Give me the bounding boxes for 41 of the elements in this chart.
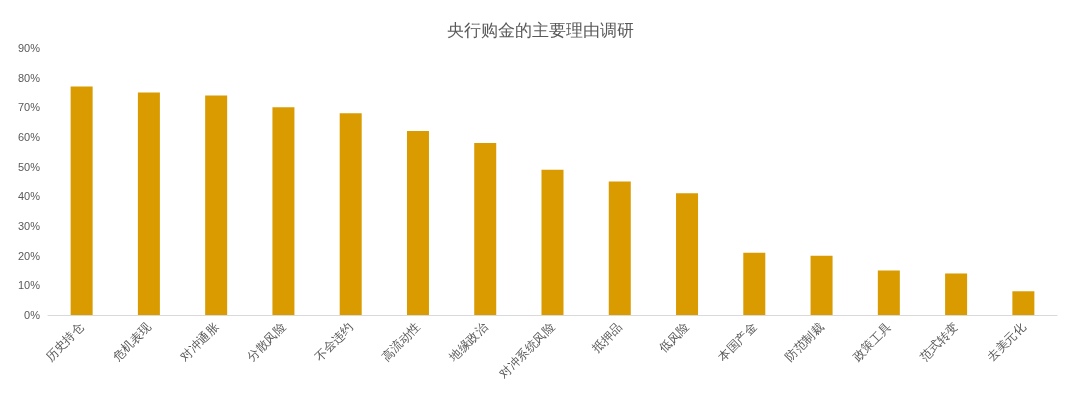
y-tick-label: 60% (17, 131, 41, 143)
x-tick-label: 防范制裁 (782, 320, 827, 364)
x-tick-label: 地缘政治 (445, 320, 491, 365)
y-tick-label: 90% (17, 42, 41, 54)
x-tick-label: 对冲通胀 (177, 320, 222, 364)
x-tick-label: 对冲系统风险 (496, 320, 558, 381)
bar (205, 95, 228, 315)
bar (541, 169, 564, 315)
y-tick-label: 80% (17, 71, 41, 84)
x-tick-label: 历史持仓 (42, 320, 87, 364)
y-tick-label: 0% (24, 309, 41, 321)
x-tick-label: 高流动性 (379, 320, 423, 364)
bar (406, 131, 429, 315)
y-tick-label: 40% (17, 190, 41, 203)
y-tick-label: 20% (17, 249, 41, 262)
y-tick-label: 30% (17, 220, 41, 232)
bar (339, 113, 362, 315)
x-tick-label: 范式转变 (917, 320, 962, 364)
x-tick-label: 低风险 (656, 320, 692, 356)
x-tick-label: 本国产金 (715, 320, 760, 364)
bar (608, 181, 631, 315)
bar (1012, 291, 1035, 315)
bar (272, 107, 295, 315)
x-tick-label: 去美元化 (984, 320, 1029, 364)
y-tick-label: 70% (17, 101, 41, 114)
bar (945, 273, 968, 315)
x-tick-label: 危机表现 (110, 320, 154, 364)
x-tick-label: 分散风险 (244, 320, 289, 364)
x-tick-label: 政策工具 (849, 320, 894, 364)
bar (676, 193, 699, 315)
bar (743, 252, 766, 315)
y-tick-label: 50% (17, 160, 41, 173)
bar (810, 255, 833, 315)
chart-title: 央行购金的主要理由调研 (446, 19, 634, 40)
x-tick-label: 不会违约 (311, 320, 356, 364)
bar (877, 270, 900, 315)
x-tick-label: 抵押品 (588, 320, 625, 357)
bar (70, 86, 93, 315)
bar (137, 92, 160, 315)
bar (474, 142, 497, 315)
y-tick-label: 10% (17, 279, 41, 292)
